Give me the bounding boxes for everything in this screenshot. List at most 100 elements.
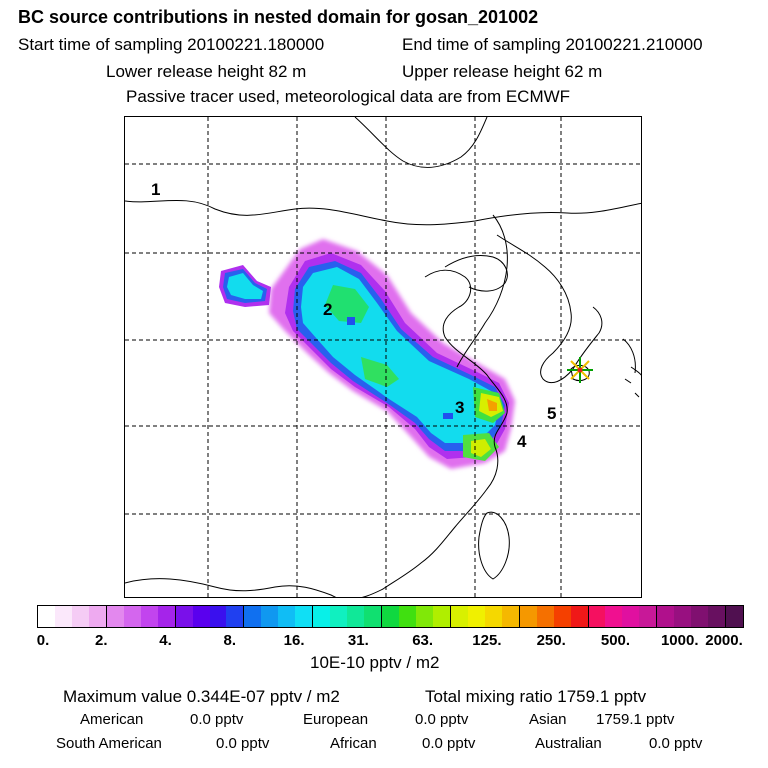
colorbar-swatch: [295, 606, 314, 627]
colorbar-swatch: [484, 606, 502, 627]
colorbar-swatch: [364, 606, 383, 627]
border-line-mongolia: [354, 117, 488, 168]
plume-blob-west-cyan: [227, 273, 263, 299]
asian-value: 1759.1 pptv: [596, 711, 675, 728]
colorbar-swatch: [330, 606, 348, 627]
colorbar-units: 10E-10 pptv / m2: [310, 653, 440, 672]
map-panel: 1 2 3 4 5: [124, 116, 642, 598]
colorbar-swatch: [261, 606, 279, 627]
colorbar-tick-label: 500.: [600, 632, 631, 649]
colorbar-tick-label: 31.: [347, 632, 369, 649]
max-value-text: Maximum value 0.344E-07 pptv / m2: [63, 687, 340, 706]
colorbar-tick-label: 125.: [472, 632, 502, 649]
colorbar-swatch: [519, 606, 537, 627]
colorbar-swatch: [123, 606, 141, 627]
colorbar-swatch: [657, 606, 675, 627]
colorbar-swatch: [71, 606, 89, 627]
coastline-taiwan: [478, 511, 510, 580]
colorbar-tick-label: 0.: [36, 632, 50, 649]
colorbar-swatch: [157, 606, 176, 627]
colorbar-swatch: [501, 606, 520, 627]
colorbar-tick-label: 63.: [412, 632, 434, 649]
colorbar-swatch: [88, 606, 107, 627]
colorbar-swatch: [622, 606, 640, 627]
colorbar-swatch: [536, 606, 554, 627]
colorbar-swatch: [106, 606, 124, 627]
colorbar-tick-label: 250.: [536, 632, 566, 649]
lower-release-text: Lower release height 82 m: [106, 62, 307, 81]
colorbar-swatch: [415, 606, 433, 627]
concentration-plume: [219, 239, 515, 469]
colorbar-swatch: [313, 606, 331, 627]
colorbar-swatch: [639, 606, 658, 627]
tracer-note-text: Passive tracer used, meteorological data…: [126, 87, 571, 106]
colorbar-swatch: [605, 606, 623, 627]
colorbar-swatch: [54, 606, 72, 627]
colorbar-swatch: [226, 606, 245, 627]
start-sampling-text: Start time of sampling 20100221.180000: [18, 35, 325, 54]
colorbar-ticks: 0. 2. 4. 8. 16. 31. 63. 125. 250. 500. 1000. 2000.: [0, 632, 768, 652]
colorbar-swatch: [553, 606, 571, 627]
colorbar-swatch: [432, 606, 451, 627]
colorbar-swatch: [278, 606, 296, 627]
colorbar-swatch: [347, 606, 365, 627]
colorbar-tick-label: 8.: [223, 632, 237, 649]
colorbar-swatch: [140, 606, 158, 627]
region-label-1: 5: [547, 404, 556, 423]
colorbar-swatch: [467, 606, 485, 627]
plume-green-patch-center: [361, 357, 399, 387]
colorbar-swatch: [209, 606, 227, 627]
region-label-2: 4: [517, 432, 527, 451]
colorbar-tick-label: 16.: [283, 632, 305, 649]
region-label-4: 2: [323, 300, 332, 319]
american-label: American: [80, 711, 144, 728]
plume-green-patch-north: [325, 285, 369, 323]
australian-label: Australian: [535, 735, 602, 752]
map-svg: 1 2 3 4 5: [125, 117, 641, 597]
colorbar: [37, 605, 744, 628]
colorbar-swatch: [192, 606, 210, 627]
end-sampling-text: End time of sampling 20100221.210000: [402, 35, 703, 54]
australian-value: 0.0 pptv: [649, 735, 703, 752]
colorbar-swatch: [588, 606, 606, 627]
european-value: 0.0 pptv: [415, 711, 469, 728]
colorbar-tick-label: 1000.: [660, 632, 699, 649]
coastline-japan: [622, 338, 641, 398]
colorbar-swatch: [674, 606, 692, 627]
grid-lines: [125, 117, 641, 597]
south-american-label: South American: [56, 735, 162, 752]
total-mixing-text: Total mixing ratio 1759.1 pptv: [425, 687, 647, 706]
american-value: 0.0 pptv: [190, 711, 244, 728]
african-label: African: [330, 735, 377, 752]
coastline-shandong: [444, 254, 508, 292]
colorbar-tick-label: 2.: [95, 632, 108, 649]
coastline-china-east: [361, 269, 508, 597]
south-american-value: 0.0 pptv: [216, 735, 270, 752]
region-label-3: 3: [455, 398, 464, 417]
colorbar-swatch: [570, 606, 589, 627]
colorbar-swatch: [450, 606, 468, 627]
colorbar-swatch: [175, 606, 193, 627]
colorbar-swatch: [244, 606, 262, 627]
colorbar-tick-label: 4.: [159, 632, 172, 649]
asian-label: Asian: [529, 711, 567, 728]
colorbar-swatch: [708, 606, 727, 627]
plume-speck: [443, 413, 453, 419]
coastline-jeju: [570, 364, 590, 382]
colorbar-swatch: [726, 606, 744, 627]
plume-yellow-patch-hangzhou: [471, 439, 491, 457]
upper-release-text: Upper release height 62 m: [402, 62, 603, 81]
colorbar-swatch: [38, 606, 55, 627]
colorbar-tick-label: 2000.: [705, 632, 743, 649]
region-label-5: 1: [151, 180, 160, 199]
coastline-south-china: [125, 578, 337, 597]
coastline-korea: [456, 214, 603, 384]
colorbar-swatch: [382, 606, 400, 627]
star-receptor-icon: [567, 357, 593, 383]
plume-orange-patch-shanghai: [487, 399, 497, 411]
border-line-north: [125, 199, 641, 226]
plot-title: BC source contributions in nested domain…: [18, 7, 539, 27]
plume-speck: [347, 317, 355, 325]
colorbar-swatch: [399, 606, 416, 627]
colorbar-swatch: [691, 606, 709, 627]
